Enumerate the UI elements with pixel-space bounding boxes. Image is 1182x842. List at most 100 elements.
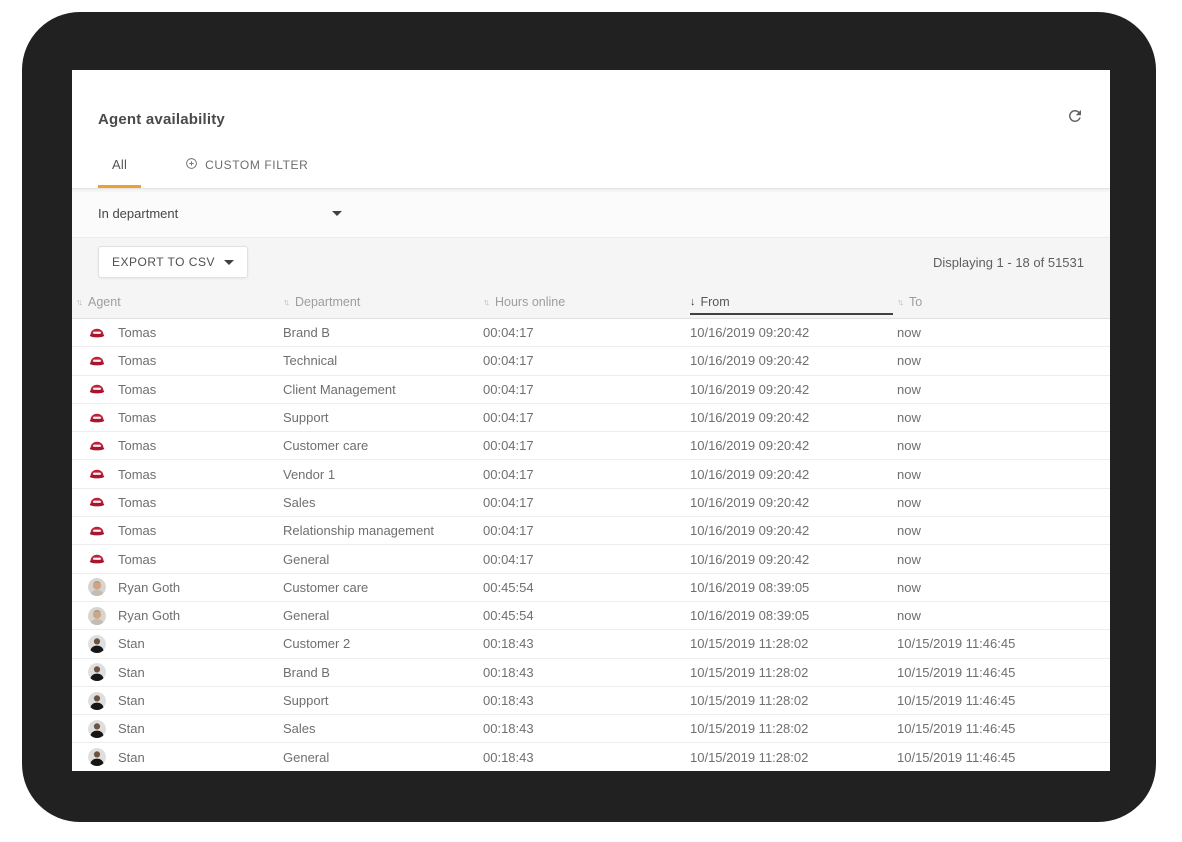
column-header-from[interactable]: ↓ From (690, 286, 897, 318)
table-row[interactable]: Tomas Customer care 00:04:17 10/16/2019 … (72, 432, 1110, 461)
hours-online-cell: 00:04:17 (483, 494, 534, 510)
from-cell: 10/16/2019 09:20:42 (690, 325, 810, 341)
table-row[interactable]: Tomas Vendor 1 00:04:17 10/16/2019 09:20… (72, 460, 1110, 489)
agent-cell: Ryan Goth (72, 606, 283, 625)
department-cell: Brand B (283, 325, 330, 341)
department-filter-select[interactable]: In department (98, 206, 342, 221)
table-row[interactable]: Tomas General 00:04:17 10/16/2019 09:20:… (72, 545, 1110, 574)
panel-header: Agent availability (72, 70, 1110, 144)
from-cell: 10/16/2019 09:20:42 (690, 353, 810, 369)
tomas-cap-avatar (88, 465, 106, 483)
from-cell: 10/15/2019 11:28:02 (690, 636, 809, 652)
to-cell: now (897, 353, 921, 369)
agent-cell: Stan (72, 691, 283, 710)
refresh-icon (1066, 107, 1084, 130)
table-row[interactable]: Tomas Brand B 00:04:17 10/16/2019 09:20:… (72, 319, 1110, 348)
to-cell: 10/15/2019 11:46:45 (897, 721, 1016, 737)
agent-name: Stan (118, 749, 145, 765)
department-cell: Sales (283, 721, 316, 737)
tab-custom-filter[interactable]: CUSTOM FILTER (171, 144, 322, 188)
sort-icon: ↑↓ (283, 296, 290, 307)
ryan-photo-avatar (88, 606, 106, 625)
column-header-hours-online[interactable]: ↑↓ Hours online (483, 286, 690, 318)
agent-name: Tomas (118, 325, 157, 341)
chevron-down-icon (223, 259, 234, 265)
tomas-cap-avatar (88, 493, 106, 511)
table-row[interactable]: Tomas Relationship management 00:04:17 1… (72, 517, 1110, 546)
export-to-csv-label: EXPORT TO CSV (112, 255, 215, 269)
tomas-cap-avatar (88, 437, 106, 455)
tab-all-label: All (112, 157, 128, 172)
to-cell: 10/15/2019 11:46:45 (897, 636, 1016, 652)
agent-cell: Stan (72, 634, 283, 653)
sort-icon: ↑↓ (483, 296, 490, 307)
department-cell: Customer 2 (283, 636, 351, 652)
table-row[interactable]: Tomas Sales 00:04:17 10/16/2019 09:20:42… (72, 488, 1110, 518)
table-row[interactable]: Stan Support 00:18:43 10/15/2019 11:28:0… (72, 686, 1110, 716)
table-header: ↑↓ Agent ↑↓ Department ↑↓ Hours online ↓… (72, 286, 1110, 319)
export-to-csv-button[interactable]: EXPORT TO CSV (98, 246, 248, 278)
stan-silhouette-avatar (88, 719, 106, 738)
from-cell: 10/16/2019 08:39:05 (690, 608, 810, 624)
table-row[interactable]: Stan Sales 00:18:43 10/15/2019 11:28:02 … (72, 715, 1110, 744)
table-row[interactable]: Tomas Client Management 00:04:17 10/16/2… (72, 375, 1110, 404)
agent-cell: Tomas (72, 380, 283, 398)
agent-name: Tomas (118, 438, 157, 454)
refresh-button[interactable] (1066, 107, 1084, 130)
to-cell: now (897, 579, 921, 595)
to-cell: 10/15/2019 11:46:45 (897, 664, 1016, 680)
from-cell: 10/15/2019 11:28:02 (690, 693, 809, 708)
from-cell: 10/15/2019 11:28:02 (690, 721, 809, 737)
column-label: From (700, 295, 730, 309)
to-cell: 10/15/2019 11:46:45 (897, 693, 1016, 708)
hours-online-cell: 00:04:17 (483, 410, 534, 426)
agent-cell: Ryan Goth (72, 578, 283, 597)
from-cell: 10/16/2019 09:20:42 (690, 381, 810, 397)
table-row[interactable]: Stan Brand B 00:18:43 10/15/2019 11:28:0… (72, 658, 1110, 687)
filter-bar: In department (72, 189, 1110, 238)
column-header-department[interactable]: ↑↓ Department (283, 286, 483, 318)
agent-name: Tomas (118, 466, 157, 482)
to-cell: now (897, 494, 921, 510)
department-cell: Relationship management (283, 523, 435, 539)
agent-cell: Tomas (72, 493, 283, 511)
active-sort-underline (690, 313, 893, 315)
from-cell: 10/15/2019 11:28:02 (690, 664, 809, 680)
table-row[interactable]: Tomas Technical 00:04:17 10/16/2019 09:2… (72, 347, 1110, 376)
chevron-down-icon (332, 210, 342, 216)
tomas-cap-avatar (88, 352, 106, 370)
from-cell: 10/16/2019 09:20:42 (690, 466, 810, 482)
ryan-photo-avatar (88, 578, 106, 597)
sort-desc-icon: ↓ (690, 295, 696, 308)
agent-name: Tomas (118, 523, 157, 539)
department-cell: Customer care (283, 438, 369, 454)
table-row[interactable]: Ryan Goth Customer care 00:45:54 10/16/2… (72, 573, 1110, 602)
agent-name: Stan (118, 664, 145, 680)
department-cell: Vendor 1 (283, 466, 336, 482)
agent-name: Ryan Goth (118, 608, 181, 624)
to-cell: now (897, 438, 921, 454)
tomas-cap-avatar (88, 409, 106, 427)
agent-cell: Tomas (72, 465, 283, 483)
to-cell: now (897, 608, 921, 624)
table-body: Tomas Brand B 00:04:17 10/16/2019 09:20:… (72, 319, 1110, 771)
agent-name: Ryan Goth (118, 579, 181, 595)
department-filter-value: In department (98, 205, 179, 221)
agent-name: Stan (118, 636, 145, 652)
table-row[interactable]: Tomas Support 00:04:17 10/16/2019 09:20:… (72, 403, 1110, 433)
hours-online-cell: 00:04:17 (483, 523, 534, 539)
column-header-to[interactable]: ↑↓ To (897, 286, 1110, 318)
to-cell: now (897, 523, 921, 539)
from-cell: 10/16/2019 09:20:42 (690, 523, 810, 539)
column-header-agent[interactable]: ↑↓ Agent (72, 286, 283, 318)
sort-icon: ↑↓ (76, 296, 83, 307)
table-row[interactable]: Stan Customer 2 00:18:43 10/15/2019 11:2… (72, 630, 1110, 659)
department-cell: General (283, 608, 330, 624)
agent-name: Tomas (118, 551, 157, 567)
table-row[interactable]: Ryan Goth General 00:45:54 10/16/2019 08… (72, 601, 1110, 631)
tab-all[interactable]: All (98, 144, 142, 188)
column-label: Agent (88, 295, 121, 309)
department-cell: General (283, 749, 330, 765)
hours-online-cell: 00:45:54 (483, 579, 534, 595)
table-row[interactable]: Stan General 00:18:43 10/15/2019 11:28:0… (72, 743, 1110, 771)
